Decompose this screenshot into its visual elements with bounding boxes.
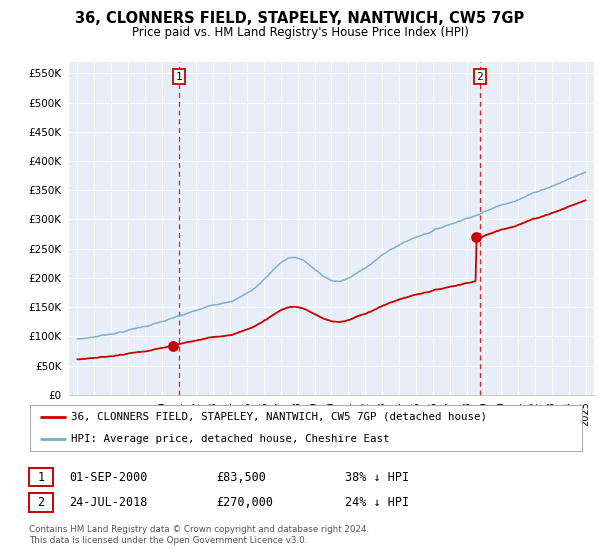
Text: HPI: Average price, detached house, Cheshire East: HPI: Average price, detached house, Ches…: [71, 434, 390, 444]
Text: 1: 1: [176, 72, 182, 82]
Text: 24-JUL-2018: 24-JUL-2018: [69, 496, 148, 509]
Text: £83,500: £83,500: [216, 470, 266, 484]
Text: 36, CLONNERS FIELD, STAPELEY, NANTWICH, CW5 7GP: 36, CLONNERS FIELD, STAPELEY, NANTWICH, …: [76, 11, 524, 26]
Text: 1: 1: [37, 470, 44, 484]
Text: 2: 2: [37, 496, 44, 509]
Text: 2: 2: [476, 72, 483, 82]
Text: 38% ↓ HPI: 38% ↓ HPI: [345, 470, 409, 484]
Text: £270,000: £270,000: [216, 496, 273, 509]
Point: [169, 342, 178, 351]
Text: 36, CLONNERS FIELD, STAPELEY, NANTWICH, CW5 7GP (detached house): 36, CLONNERS FIELD, STAPELEY, NANTWICH, …: [71, 412, 487, 422]
Text: 24% ↓ HPI: 24% ↓ HPI: [345, 496, 409, 509]
Text: Price paid vs. HM Land Registry's House Price Index (HPI): Price paid vs. HM Land Registry's House …: [131, 26, 469, 39]
Text: Contains HM Land Registry data © Crown copyright and database right 2024.
This d: Contains HM Land Registry data © Crown c…: [29, 525, 369, 545]
Text: 01-SEP-2000: 01-SEP-2000: [69, 470, 148, 484]
Point: [472, 232, 481, 241]
